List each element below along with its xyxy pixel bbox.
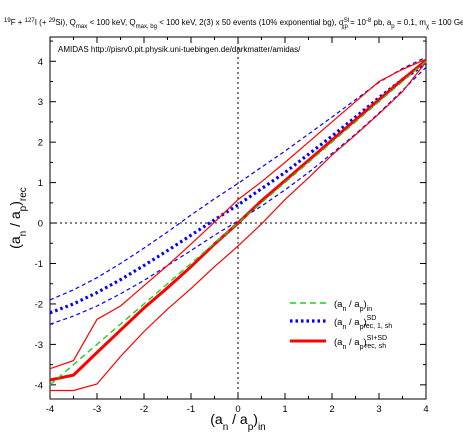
y-tick-label: 0 [38,219,43,230]
x-tick-label: 2 [329,404,334,415]
y-tick-label: 3 [38,97,43,108]
series-sisd-lower-band [50,61,427,392]
series-input-line [49,60,427,386]
series-sisd-upper-band [49,58,427,370]
series-sisd-line [49,59,427,382]
chart-subtitle: AMIDAS http://pisrv0.pit.physik.uni-tueb… [58,45,301,54]
y-tick-label: 4 [38,57,43,68]
y-tick-label: -1 [35,259,43,270]
y-tick-label: 2 [38,138,43,149]
series-sd-upper-band [49,56,427,301]
legend-label-input: (an / ap)in [334,299,372,313]
legend-label-sd: (an / ap)SD rec, 1, sh [334,315,392,331]
x-tick-label: 1 [282,404,287,415]
series-group [49,56,427,392]
axis-ticks: -4 -3 -2 -1 0 1 2 3 4 -4 -3 -2 -1 0 1 2 3 4 [35,37,429,415]
x-axis-title: (an / ap)in [210,411,266,432]
y-tick-label: 1 [38,178,43,189]
chart-title: 19F + 127I (+ 29Si), Qmax < 100 keV, Qma… [4,18,463,30]
legend-label-sisd: (an / ap)SI+SD rec, sh [334,335,387,351]
y-tick-label: -3 [35,340,43,351]
x-tick-label: 4 [423,404,428,415]
reference-lines [50,37,426,399]
y-axis-title: (an / ap)rec [7,187,29,249]
x-tick-label: 0 [235,404,240,415]
x-tick-label: -1 [187,404,195,415]
x-tick-label: 3 [376,404,381,415]
x-tick-label: -3 [93,404,101,415]
y-tick-label: -2 [35,299,43,310]
legend: (an / ap)in (an / ap)SD rec, 1, sh (an / … [290,299,392,351]
series-sd-line [49,61,427,315]
x-tick-label: -2 [140,404,148,415]
x-tick-label: -4 [46,404,54,415]
y-tick-label: -4 [35,380,43,391]
